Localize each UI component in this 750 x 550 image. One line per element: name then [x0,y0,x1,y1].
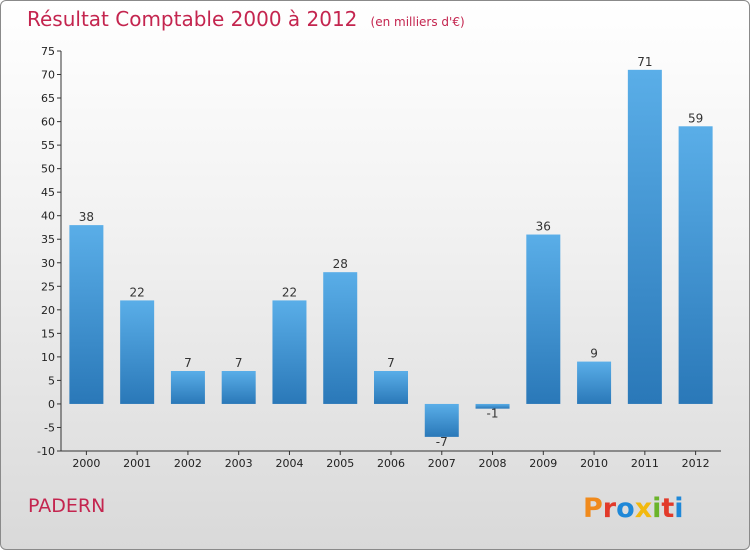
svg-text:Proxiti: Proxiti [583,493,684,524]
chart-title-area: Résultat Comptable 2000 à 2012 (en milli… [27,7,465,31]
data-label-2010: 9 [590,347,598,361]
y-tick-label: 55 [41,139,55,152]
data-label-2008: -1 [487,407,499,421]
chart-subtitle: (en milliers d'€) [370,15,465,29]
logo-letter: i [674,493,683,524]
data-label-2000: 38 [79,210,94,224]
y-tick-label: 35 [41,233,55,246]
bar-2008 [475,403,510,409]
x-tick-label: 2002 [174,457,202,470]
data-label-2001: 22 [130,285,145,299]
logo-letter: o [616,493,635,524]
bar-2009 [526,234,561,404]
chart-title: Résultat Comptable 2000 à 2012 [27,7,358,31]
data-label-2002: 7 [184,356,192,370]
data-label-2004: 22 [282,285,297,299]
x-tick-label: 2004 [275,457,303,470]
bar-2000 [69,225,104,404]
logo-letter: x [635,493,652,524]
y-tick-label: 0 [48,398,55,411]
bar-2010 [577,361,612,404]
logo-letter: t [661,493,674,524]
y-tick-label: -5 [44,421,55,434]
bar-2012 [678,126,713,404]
y-tick-label: 5 [48,374,55,387]
y-tick-label: 15 [41,327,55,340]
data-label-2009: 36 [536,220,551,234]
bar-2006 [374,371,408,404]
data-label-2005: 28 [333,257,348,271]
y-tick-label: 40 [41,210,55,223]
chart-bars: 38 22 7 7 22 28 7 -7 -1 36 9 71 59 [69,55,713,449]
x-tick-label: 2003 [225,457,253,470]
y-tick-label: 70 [41,69,55,82]
bar-2004 [272,300,307,404]
x-tick-label: 2010 [580,457,608,470]
proxiti-logo: Proxiti [583,493,684,524]
y-tick-label: 60 [41,116,55,129]
data-label-2007: -7 [436,435,448,449]
y-tick-label: -10 [37,445,55,458]
x-tick-label: 2001 [123,457,151,470]
bar-2011 [627,69,662,404]
x-tick-label: 2007 [428,457,456,470]
y-tick-label: 75 [41,45,55,58]
y-tick-label: 20 [41,304,55,317]
y-tick-label: 10 [41,351,55,364]
chart-axes: -10 -5 0 5 10 15 20 25 30 35 40 45 50 55 60 65 70 75 2000 2… [37,45,721,470]
data-label-2011: 71 [637,55,652,69]
bar-2005 [323,272,358,404]
data-label-2006: 7 [387,356,395,370]
x-tick-label: 2006 [377,457,405,470]
commune-name: PADERN [28,495,106,517]
y-tick-label: 65 [41,92,55,105]
x-tick-label: 2008 [479,457,507,470]
data-label-2003: 7 [235,356,243,370]
x-tick-label: 2000 [72,457,100,470]
x-tick-label: 2009 [529,457,557,470]
bar-2007 [424,403,459,437]
bar-2001 [120,300,155,404]
bar-2003 [221,371,256,404]
x-tick-label: 2012 [682,457,710,470]
y-tick-label: 25 [41,280,55,293]
bar-2002 [170,371,205,404]
x-tick-label: 2011 [631,457,659,470]
data-label-2012: 59 [688,111,703,125]
logo-letter: r [603,493,617,524]
y-tick-label: 45 [41,186,55,199]
logo-letter: P [583,493,603,524]
y-tick-label: 30 [41,257,55,270]
x-tick-label: 2005 [326,457,354,470]
logo-letter: i [652,493,661,524]
y-tick-label: 50 [41,163,55,176]
